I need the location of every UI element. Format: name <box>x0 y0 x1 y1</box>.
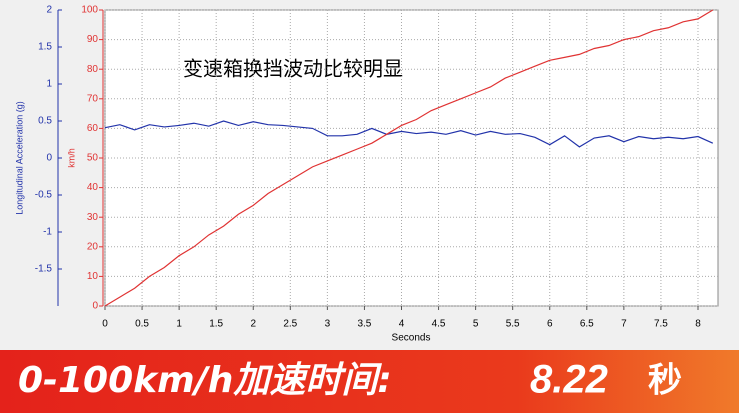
series-line <box>104 9 714 307</box>
x-tick-label: 6 <box>547 319 553 330</box>
x-tick-label: 5 <box>473 319 479 330</box>
y2-axis-label: km/h <box>66 148 76 168</box>
y2-tick-label: 40 <box>87 182 99 193</box>
x-tick-label: 3 <box>325 319 331 330</box>
banner-value: 8.22 <box>530 358 608 402</box>
y2-tick-label: 30 <box>87 212 99 223</box>
y-tick-label: 0.5 <box>38 116 52 127</box>
y-tick-label: 1.5 <box>38 42 52 53</box>
x-tick-label: 0.5 <box>135 319 149 330</box>
y2-tick-label: 20 <box>87 241 99 252</box>
y2-tick-label: 0 <box>92 301 98 312</box>
x-tick-label: 2.5 <box>283 319 297 330</box>
x-tick-label: 7.5 <box>654 319 668 330</box>
series-line <box>104 120 714 148</box>
x-tick-label: 4.5 <box>432 319 446 330</box>
x-tick-label: 5.5 <box>506 319 520 330</box>
banner-unit: 秒 <box>648 361 682 401</box>
y-tick-label: 0 <box>46 153 52 164</box>
x-tick-label: 1 <box>176 319 182 330</box>
y2-tick-label: 100 <box>81 5 98 16</box>
x-tick-label: 4 <box>399 319 405 330</box>
y-tick-label: -1.5 <box>35 264 53 275</box>
y2-tick-label: 80 <box>87 64 99 75</box>
x-tick-label: 7 <box>621 319 627 330</box>
y-axis-label: Longitudinal Acceleration (g) <box>14 101 24 215</box>
y-tick-label: 1 <box>46 79 52 90</box>
x-tick-label: 8 <box>695 319 701 330</box>
y2-tick-label: 60 <box>87 123 99 134</box>
x-tick-label: 2 <box>250 319 256 330</box>
y-tick-label: 2 <box>46 5 52 16</box>
x-tick-label: 6.5 <box>580 319 594 330</box>
annotation: 变速箱换挡波动比较明显 <box>183 57 403 81</box>
x-tick-label: 1.5 <box>209 319 223 330</box>
y2-tick-label: 90 <box>87 34 99 45</box>
x-tick-label: 0 <box>102 319 108 330</box>
banner-label: 0-100km/h加速时间: <box>18 360 392 401</box>
x-tick-label: 3.5 <box>357 319 371 330</box>
y-tick-label: -1 <box>43 227 52 238</box>
y-tick-label: -0.5 <box>35 190 53 201</box>
y2-tick-label: 70 <box>87 93 99 104</box>
banner <box>0 350 739 413</box>
y2-tick-label: 10 <box>87 271 99 282</box>
x-axis-label: Seconds <box>392 333 431 344</box>
y2-tick-label: 50 <box>87 153 99 164</box>
